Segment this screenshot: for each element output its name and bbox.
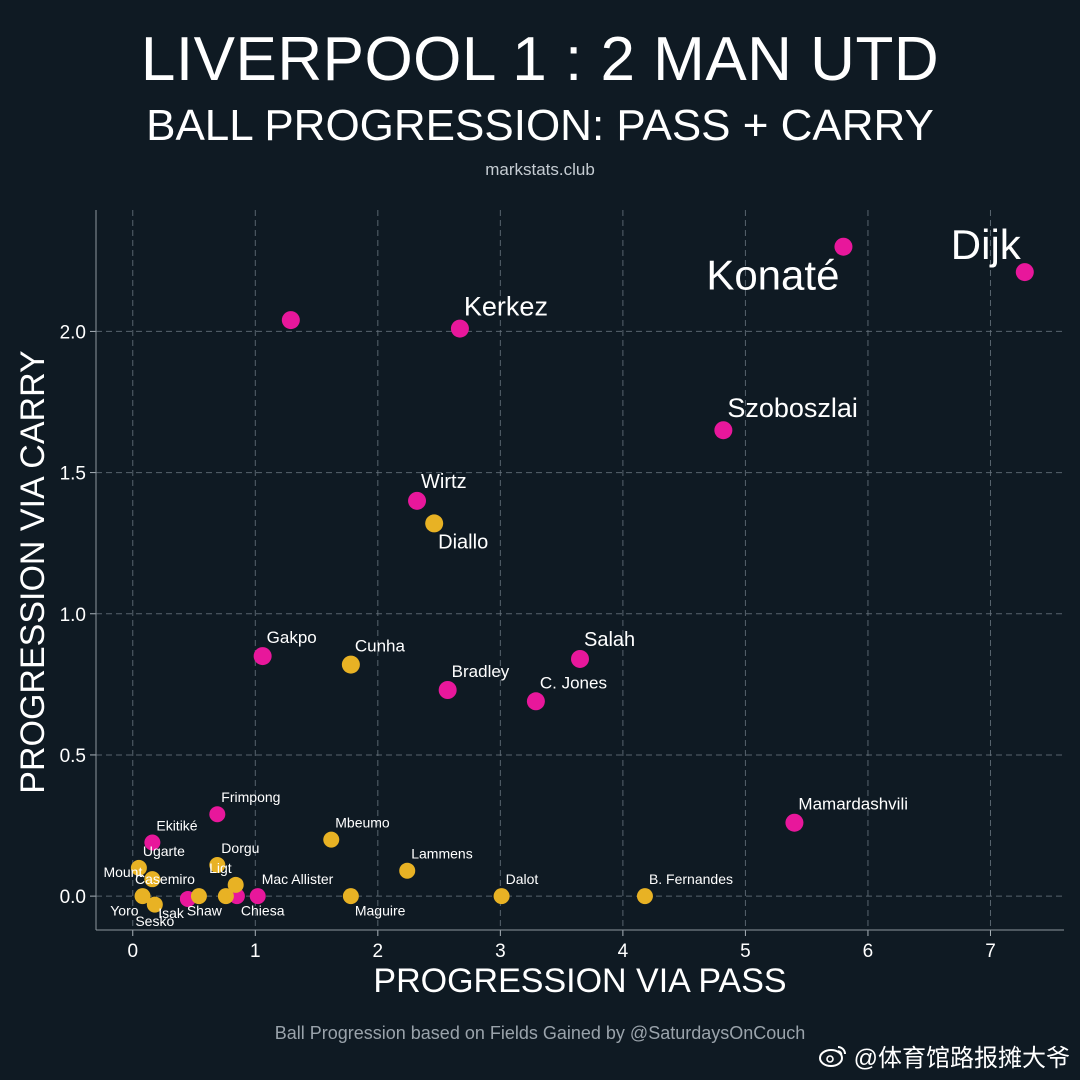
x-tick-label: 0 [127,941,138,962]
data-point-ugarte [130,859,147,876]
data-point-mount [144,871,161,888]
point-label-ekitike: Ekitiké [156,817,197,833]
y-tick-label: 1.0 [60,605,86,626]
labels-layer: Dijk Konaté Kerkez Szoboszlai Wirtz Salah Gakp… [103,221,1021,929]
axis-layer: 0 1 2 3 4 5 6 7 0.0 0.5 1.0 1.5 2.0 [60,210,1064,962]
grid-layer [96,210,1064,930]
data-point-c-jones [526,692,545,711]
source-credit: markstats.club [485,160,595,179]
chart-subtitle: BALL PROGRESSION: PASS + CARRY [146,101,934,150]
y-axis-label: PROGRESSION VIA CARRY [14,350,52,793]
weibo-icon [818,1045,846,1067]
watermark: @体育馆路报摊大爷 [818,1038,1070,1073]
data-point-mac-allister [249,888,266,905]
point-label-mamardashvili: Mamardashvili [798,795,908,814]
point-label-shaw: Shaw [187,902,223,918]
data-point-ligt [227,876,244,893]
point-label-dijk: Dijk [951,221,1022,268]
point-label-cunha: Cunha [355,637,406,656]
point-label-diallo: Diallo [438,531,488,553]
point-label-isak: Isak [158,905,185,921]
points-layer [130,237,1034,913]
data-point-mamardashvili [785,813,804,832]
point-label-c-jones: C. Jones [540,673,607,692]
data-point-lammens [399,862,416,879]
data-point-mbeumo [323,831,340,848]
data-point-yoro [134,888,151,905]
point-label-salah: Salah [584,629,635,651]
data-point-salah [571,649,589,668]
data-point-dijk [1015,263,1034,282]
point-label-gakpo: Gakpo [267,628,317,647]
x-axis-label: PROGRESSION VIA PASS [373,962,786,1000]
data-point-casemiro [190,888,207,905]
x-tick-label: 2 [373,941,384,962]
point-label-kerkez: Kerkez [464,292,548,322]
point-label-lammens: Lammens [411,846,472,862]
watermark-text: @体育馆路报摊大爷 [853,1045,1070,1072]
point-label-casemiro: Casemiro [135,871,195,887]
footer-note: Ball Progression based on Fields Gained … [274,1023,806,1043]
point-label-ligt: Ligt [209,860,232,876]
y-tick-label: 0.0 [60,887,86,908]
data-point-dalot [493,888,510,905]
data-point-cunha [341,655,360,674]
point-label-frimpong: Frimpong [221,789,280,805]
data-point-kerkez [450,319,469,338]
data-point-bradley [438,681,457,699]
data-point-b-fernandes [636,888,653,905]
point-label-szoboszlai: Szoboszlai [727,393,858,423]
point-label-mount: Mount [103,864,142,880]
x-tick-label: 1 [250,941,261,962]
point-label-chiesa: Chiesa [241,902,285,918]
data-point-frimpong [209,806,226,823]
data-point-szoboszlai [714,421,733,440]
data-point-ekitike [144,834,161,851]
x-tick-label: 6 [863,941,874,962]
point-label-konate: Konaté [706,251,839,298]
x-tick-label: 5 [740,941,751,962]
data-point-konate [834,237,853,256]
data-point-wirtz [408,491,427,510]
x-tick-label: 4 [618,941,629,962]
point-label-wirtz: Wirtz [421,471,467,493]
point-label-bradley: Bradley [452,662,510,681]
data-point-shaw [217,888,234,905]
data-point-gakpo [253,647,272,666]
x-tick-label: 3 [495,941,506,962]
point-label-dorgu: Dorgu [221,840,259,856]
point-label-mac-allister: Mac Allister [262,871,334,887]
point-label-sesko: Sesko [135,913,174,929]
x-tick-label: 7 [985,941,996,962]
data-point-diallo [425,514,444,533]
point-label-mbeumo: Mbeumo [335,815,390,831]
data-point-dorgu [209,857,226,874]
y-tick-label: 0.5 [60,746,86,767]
point-label-b-fernandes: B. Fernandes [649,871,733,887]
point-label-ugarte: Ugarte [143,843,185,859]
chart-title: LIVERPOOL 1 : 2 MAN UTD [140,25,940,94]
y-tick-label: 1.5 [60,464,86,485]
point-label-dalot: Dalot [506,871,539,887]
data-point-maguire [342,888,359,905]
point-label-yoro: Yoro [110,902,139,918]
data-point-sesko [146,896,163,913]
point-label-maguire: Maguire [355,902,406,918]
y-tick-label: 2.0 [60,322,86,343]
data-point-unlabeled [281,311,300,330]
